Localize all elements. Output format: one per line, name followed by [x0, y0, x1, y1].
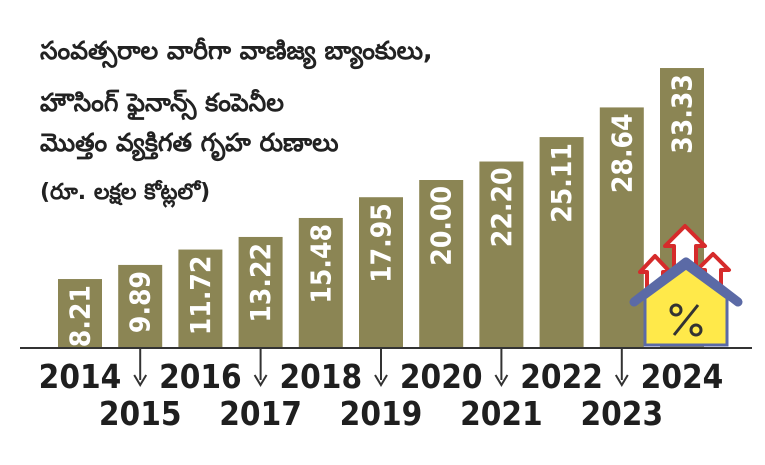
chart-unit-label: (రూ. లక్షల కోట్లలో) [40, 180, 211, 205]
bar-value-label-2021: 22.20 [485, 168, 518, 248]
bar-value-label-2023: 28.64 [605, 113, 638, 193]
bar-value-label-2016: 11.72 [184, 256, 217, 336]
percent-circle-top [669, 303, 683, 317]
bar-2016 [178, 249, 223, 348]
bar-value-label-2018: 15.48 [304, 224, 337, 304]
bar-value-label-2019: 17.95 [365, 203, 398, 283]
bar-2015 [118, 264, 163, 348]
bar-value-label-2022: 25.11 [545, 143, 578, 223]
x-tick-label-2024: 2024 [641, 357, 724, 396]
bar-2020 [419, 180, 464, 348]
house-roof [629, 257, 743, 307]
chart-title-line-2: హౌసింగ్ ఫైనాన్స్ కంపెనీల [40, 88, 284, 117]
x-tick-label-2016: 2016 [159, 357, 242, 396]
bar-value-label-2014: 8.21 [64, 285, 97, 347]
bar-2017 [238, 236, 283, 348]
tick-arrow-head-2023 [614, 374, 629, 387]
x-tick-label-2023: 2023 [580, 394, 663, 433]
house-percent-icon [629, 224, 743, 347]
bar-value-label-2020: 20.00 [425, 186, 458, 266]
chart-title-line-1: సంవత్సరాల వారీగా వాణిజ్య బ్యాంకులు, [40, 36, 433, 65]
house-body [643, 266, 729, 347]
percent-circle-bottom [689, 323, 703, 337]
tick-arrow-head-2019 [374, 374, 388, 387]
bar-2023 [599, 107, 644, 348]
bar-value-label-2017: 13.22 [244, 243, 277, 323]
x-tick-label-2014: 2014 [39, 357, 122, 396]
percent-slash [672, 304, 700, 336]
x-tick-label-2021: 2021 [460, 394, 543, 433]
bar-2021 [479, 161, 524, 348]
tick-arrow-head-2021 [494, 374, 509, 387]
x-tick-label-2020: 2020 [400, 357, 483, 396]
chart-title-line-3: మొత్తం వ్యక్తిగత గృహ రుణాలు [40, 128, 339, 157]
x-tick-label-2017: 2017 [219, 394, 302, 433]
x-tick-label-2022: 2022 [520, 357, 603, 396]
bar-2022 [539, 137, 584, 348]
x-tick-label-2015: 2015 [99, 394, 182, 433]
bar-value-label-2015: 9.89 [124, 271, 157, 333]
bar-2014 [58, 279, 102, 348]
tick-arrow-head-2015 [133, 374, 148, 387]
bar-value-label-2024: 33.33 [666, 74, 699, 154]
tick-arrow-head-2017 [253, 374, 268, 387]
bar-2018 [298, 217, 343, 348]
x-tick-label-2019: 2019 [340, 394, 423, 433]
up-arrow-center-icon [663, 224, 707, 274]
bar-2019 [359, 197, 403, 348]
x-tick-label-2018: 2018 [279, 357, 362, 396]
